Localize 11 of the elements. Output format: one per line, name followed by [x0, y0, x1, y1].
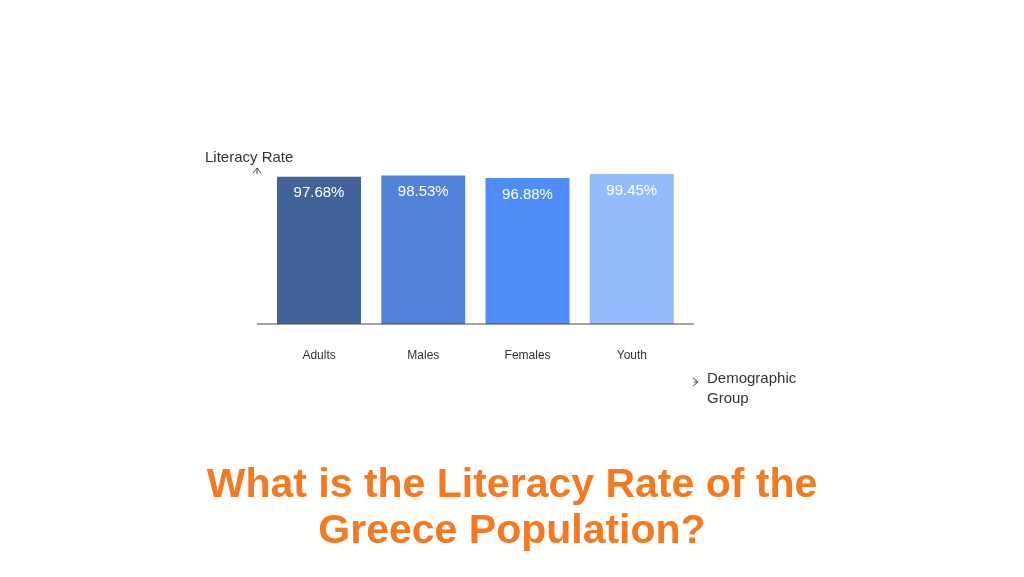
data-label: 96.88%	[502, 184, 553, 202]
x-tick-label: Females	[504, 347, 551, 362]
text: What is the Literacy Rate of the Greece Population?	[205, 460, 819, 552]
x-tick-label: Males	[407, 347, 440, 362]
data-label: 99.45%	[606, 180, 658, 198]
data-label: 98.53%	[397, 182, 449, 200]
y-axis-title: Literacy Rate	[205, 148, 294, 165]
x-axis-title: Demographic Group	[707, 368, 798, 408]
x-tick-label: Youth	[616, 347, 648, 362]
x-tick-label: Adults	[302, 347, 336, 362]
data-label: 97.68%	[293, 183, 345, 201]
